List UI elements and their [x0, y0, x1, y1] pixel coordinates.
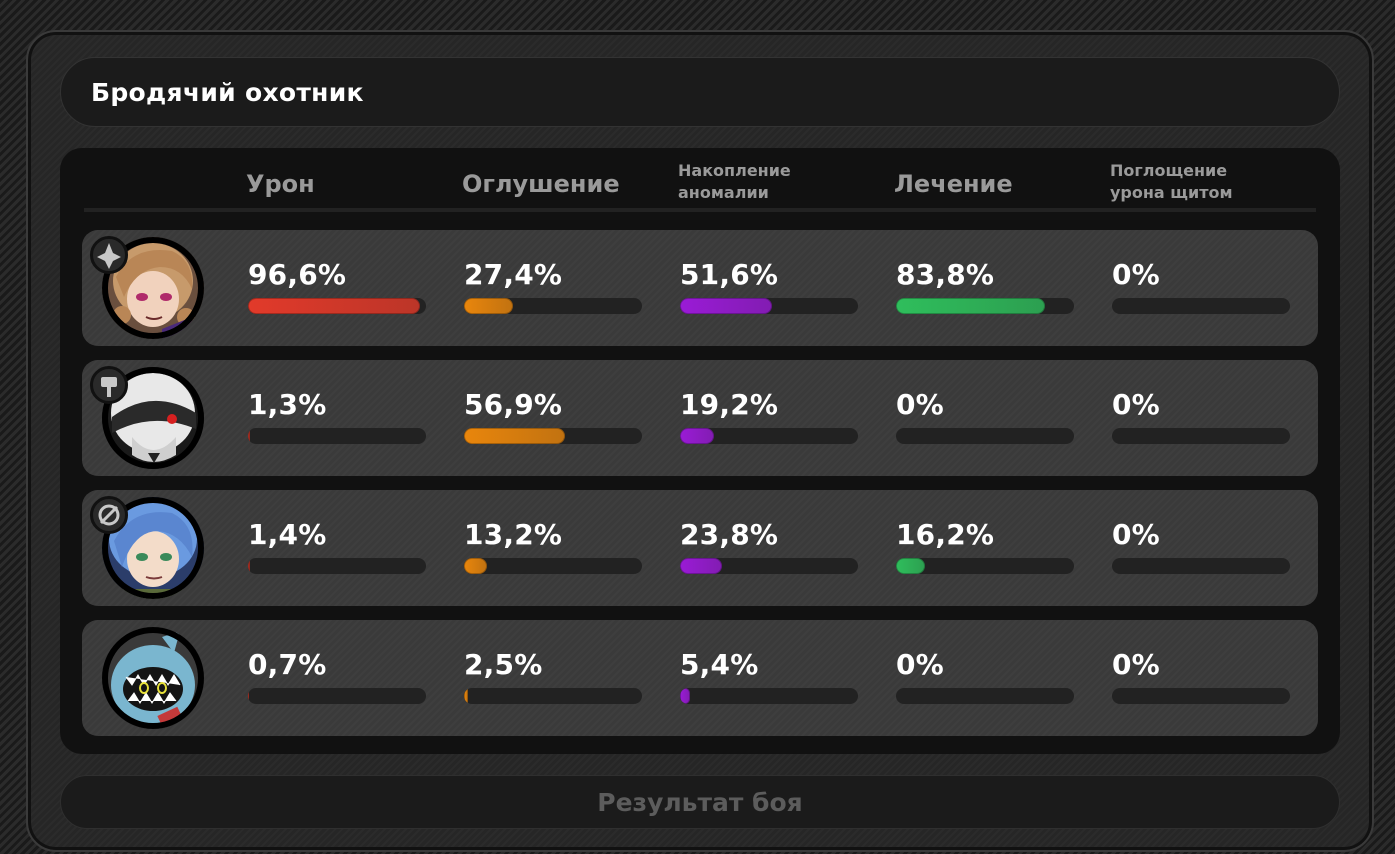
anomaly-percent: 51,6% [680, 258, 779, 291]
damage-percent: 1,3% [248, 388, 327, 421]
healing-percent: 0% [896, 648, 944, 681]
anomaly-cell: 23,8% [678, 490, 858, 606]
damage-progress-bar [248, 688, 426, 704]
anomaly-cell: 51,6% [678, 230, 858, 346]
daze-percent: 27,4% [464, 258, 563, 291]
anomaly-percent: 5,4% [680, 648, 759, 681]
damage-cell: 0,7% [246, 620, 426, 736]
damage-progress-fill [248, 558, 251, 574]
damage-progress-bar [248, 558, 426, 574]
column-header-healing: Лечение [894, 170, 1013, 198]
healing-progress-bar [896, 298, 1074, 314]
shield-percent: 0% [1112, 518, 1160, 551]
anomaly-cell: 5,4% [678, 620, 858, 736]
shield-percent: 0% [1112, 648, 1160, 681]
damage-percent: 96,6% [248, 258, 347, 291]
header-divider [84, 208, 1316, 212]
healing-percent: 0% [896, 388, 944, 421]
daze-percent: 2,5% [464, 648, 543, 681]
shield-progress-bar [1112, 558, 1290, 574]
battle-result-label: Результат боя [597, 787, 803, 817]
battle-result-button[interactable]: Результат боя [60, 775, 1340, 829]
daze-cell: 13,2% [462, 490, 642, 606]
daze-percent: 13,2% [464, 518, 563, 551]
column-header-line: Накопление [678, 161, 791, 180]
shield-cell: 0% [1110, 230, 1290, 346]
daze-progress-bar [464, 688, 642, 704]
attack-role-icon [90, 236, 128, 274]
damage-cell: 1,3% [246, 360, 426, 476]
column-header-line: Поглощение [1110, 161, 1228, 180]
healing-cell: 16,2% [894, 490, 1074, 606]
daze-progress-bar [464, 298, 642, 314]
column-header-line: урона щитом [1110, 183, 1233, 202]
damage-progress-bar [248, 298, 426, 314]
anomaly-progress-fill [680, 558, 723, 574]
damage-cell: 96,6% [246, 230, 426, 346]
healing-progress-bar [896, 688, 1074, 704]
column-header-line: аномалии [678, 183, 769, 202]
healing-percent: 83,8% [896, 258, 995, 291]
damage-progress-fill [248, 688, 250, 704]
shark-bangboo-portrait-icon [102, 627, 204, 729]
shield-cell: 0% [1110, 620, 1290, 736]
daze-cell: 56,9% [462, 360, 642, 476]
table-row: 1,4% 13,2% 23,8% 16,2% 0% [82, 490, 1318, 606]
shield-percent: 0% [1112, 258, 1160, 291]
blue-haired-agent-portrait-icon [102, 497, 204, 599]
daze-cell: 2,5% [462, 620, 642, 736]
daze-progress-fill [464, 558, 488, 574]
anomaly-progress-bar [680, 558, 858, 574]
stun-role-icon [90, 366, 128, 404]
shield-progress-bar [1112, 298, 1290, 314]
column-header-shield: Поглощение урона щитом [1110, 160, 1233, 204]
shield-progress-bar [1112, 688, 1290, 704]
anomaly-progress-bar [680, 298, 858, 314]
page-title: Бродячий охотник [91, 77, 364, 107]
daze-percent: 56,9% [464, 388, 563, 421]
shield-progress-bar [1112, 428, 1290, 444]
daze-progress-fill [464, 298, 513, 314]
support-role-icon [90, 496, 128, 534]
anomaly-progress-fill [680, 428, 715, 444]
daze-progress-bar [464, 558, 642, 574]
table-header: Урон Оглушение Накопление аномалии Лечени… [60, 148, 1340, 212]
anomaly-cell: 19,2% [678, 360, 858, 476]
damage-percent: 1,4% [248, 518, 327, 551]
daze-progress-fill [464, 428, 566, 444]
shield-cell: 0% [1110, 360, 1290, 476]
column-header-daze: Оглушение [462, 170, 620, 198]
healing-progress-fill [896, 298, 1046, 314]
anomaly-progress-bar [680, 688, 858, 704]
daze-progress-fill [464, 688, 469, 704]
table-row: 1,3% 56,9% 19,2% 0% 0% [82, 360, 1318, 476]
healing-progress-bar [896, 558, 1074, 574]
damage-progress-bar [248, 428, 426, 444]
title-bar: Бродячий охотник [60, 57, 1340, 127]
daze-cell: 27,4% [462, 230, 642, 346]
healing-progress-bar [896, 428, 1074, 444]
healing-cell: 83,8% [894, 230, 1074, 346]
anomaly-progress-bar [680, 428, 858, 444]
table-row: 96,6% 27,4% 51,6% 83,8% 0% [82, 230, 1318, 346]
healing-progress-fill [896, 558, 925, 574]
stats-table: Урон Оглушение Накопление аномалии Лечени… [60, 148, 1340, 754]
anomaly-progress-fill [680, 688, 690, 704]
damage-percent: 0,7% [248, 648, 327, 681]
healing-percent: 16,2% [896, 518, 995, 551]
anomaly-progress-fill [680, 298, 772, 314]
healing-cell: 0% [894, 360, 1074, 476]
damage-progress-fill [248, 428, 251, 444]
anomaly-percent: 23,8% [680, 518, 779, 551]
column-header-damage: Урон [246, 170, 315, 198]
shield-cell: 0% [1110, 490, 1290, 606]
anomaly-percent: 19,2% [680, 388, 779, 421]
shield-percent: 0% [1112, 388, 1160, 421]
table-row: 0,7% 2,5% 5,4% 0% 0% [82, 620, 1318, 736]
daze-progress-bar [464, 428, 642, 444]
damage-progress-fill [248, 298, 420, 314]
healing-cell: 0% [894, 620, 1074, 736]
column-header-anomaly: Накопление аномалии [678, 160, 791, 204]
damage-cell: 1,4% [246, 490, 426, 606]
